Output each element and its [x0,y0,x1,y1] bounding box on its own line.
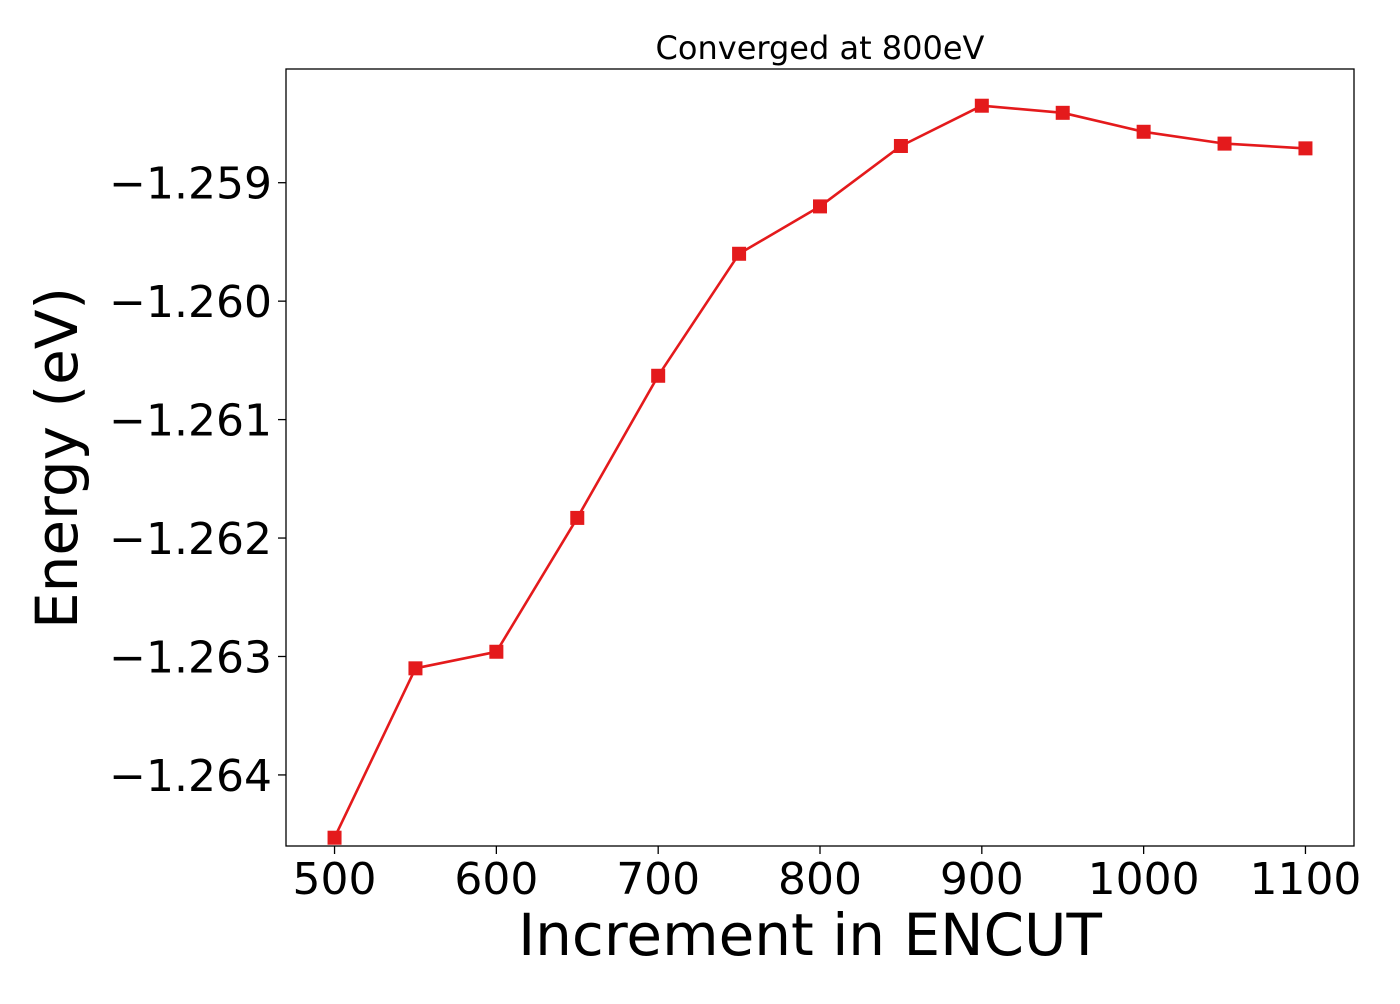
y-tick-label: −1.263 [109,632,272,683]
data-point-marker [1217,136,1232,151]
x-tick-label: 800 [778,854,862,905]
data-point-marker [1298,141,1313,156]
data-point-marker [327,830,342,845]
data-point-marker [651,368,666,383]
x-tick-label: 600 [454,854,538,905]
data-point-marker [489,644,504,659]
data-point-marker [893,138,908,153]
y-tick-label: −1.262 [109,514,272,565]
y-axis-label: Energy (eV) [23,287,91,629]
x-axis-ticks: 500 600 700 800 900 1000 1100 [293,846,1361,905]
x-axis-label: Increment in ENCUT [518,901,1102,969]
x-tick-label: 700 [616,854,700,905]
x-tick-label: 500 [293,854,377,905]
data-point-marker [1055,105,1070,120]
y-tick-label: −1.259 [109,159,272,210]
data-point-marker [813,199,827,214]
chart-title: Converged at 800eV [656,29,985,67]
data-point-marker [408,661,423,676]
data-point-marker [1136,124,1151,139]
x-tick-label: 900 [940,854,1024,905]
series-layer [327,98,1313,845]
x-tick-label: 1100 [1249,854,1361,905]
data-point-marker [732,246,747,261]
y-axis-ticks: −1.259 −1.260 −1.261 −1.262 −1.263 −1.264 [109,159,286,802]
y-tick-label: −1.261 [109,396,272,447]
energy-series-line [333,104,1306,839]
x-tick-label: 1000 [1088,854,1200,905]
y-tick-label: −1.264 [109,751,272,802]
data-point-marker [974,98,989,113]
data-point-marker [570,510,585,525]
plot-area-frame [285,68,1355,847]
y-tick-label: −1.260 [109,277,272,328]
